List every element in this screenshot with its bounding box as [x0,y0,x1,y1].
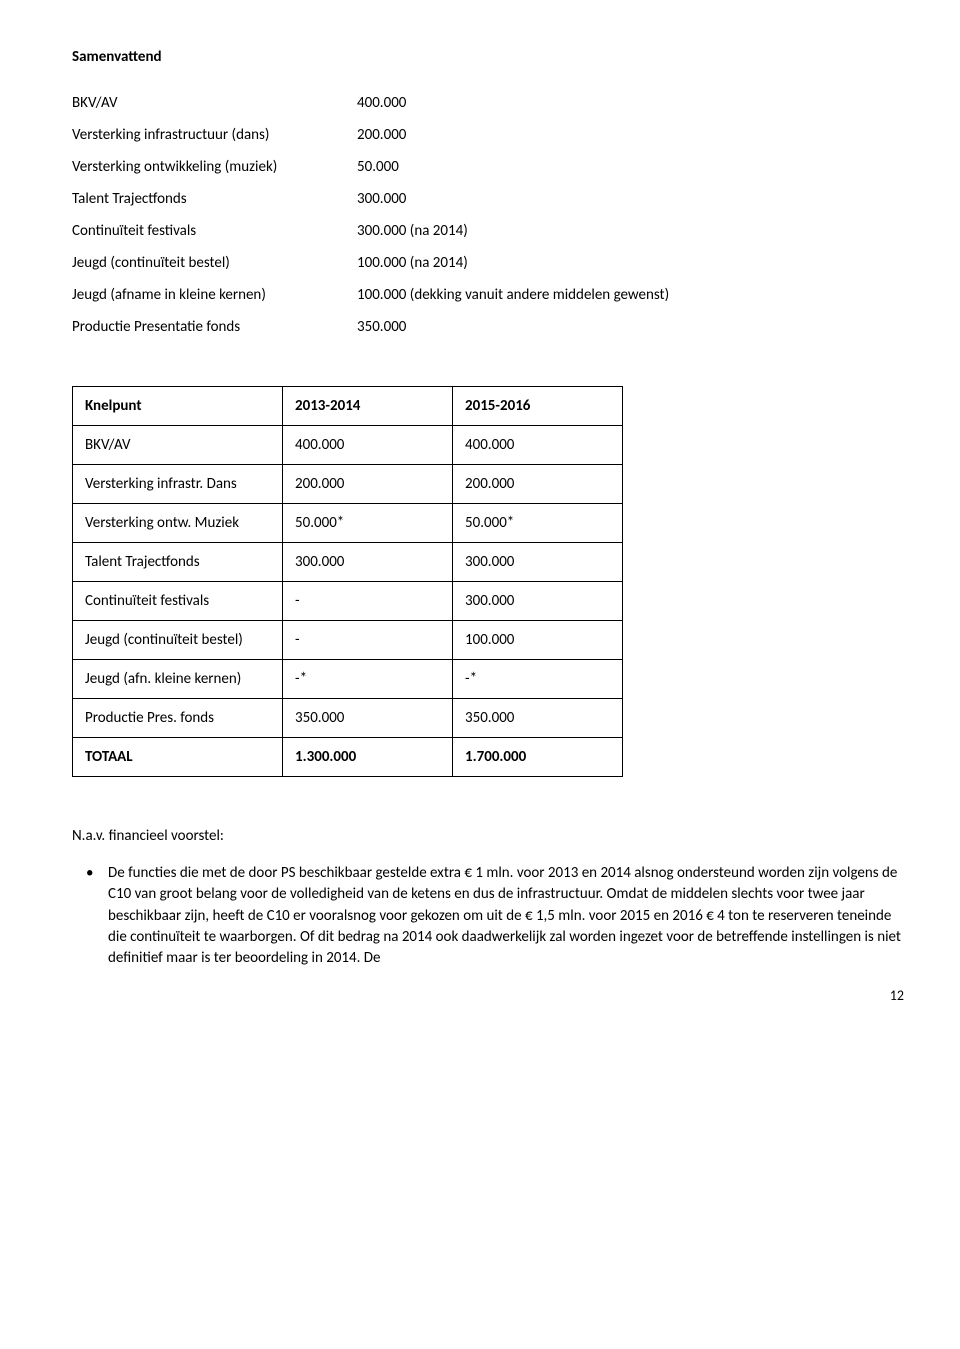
table-total-cell: TOTAAL [73,738,283,777]
table-cell: Talent Trajectfonds [73,543,283,582]
table-cell: Continuïteit festivals [73,582,283,621]
table-total-row: TOTAAL1.300.0001.700.000 [73,738,623,777]
table-cell: - [283,621,453,660]
table-cell: Versterking infrastr. Dans [73,465,283,504]
section-heading: Samenvattend [72,48,904,66]
table-cell: 400.000 [453,426,623,465]
summary-value: 200.000 [357,126,904,144]
table-row: Continuïteit festivals-300.000 [73,582,623,621]
table-cell: 100.000 [453,621,623,660]
summary-label: BKV/AV [72,94,357,112]
table-row: Versterking ontw. Muziek50.000*50.000* [73,504,623,543]
summary-value: 100.000 (na 2014) [357,254,904,272]
table-header: 2015-2016 [453,387,623,426]
knelpunt-table: Knelpunt 2013-2014 2015-2016 BKV/AV400.0… [72,386,623,777]
summary-list: BKV/AV400.000Versterking infrastructuur … [72,94,904,336]
summary-label: Jeugd (afname in kleine kernen) [72,286,357,304]
table-row: Talent Trajectfonds300.000300.000 [73,543,623,582]
summary-label: Jeugd (continuïteit bestel) [72,254,357,272]
table-cell: -* [283,660,453,699]
table-cell: Jeugd (continuïteit bestel) [73,621,283,660]
summary-label: Versterking infrastructuur (dans) [72,126,357,144]
table-cell: Productie Pres. fonds [73,699,283,738]
table-cell: 50.000* [283,504,453,543]
summary-label: Talent Trajectfonds [72,190,357,208]
summary-value: 300.000 (na 2014) [357,222,904,240]
table-cell: 200.000 [283,465,453,504]
table-cell: 200.000 [453,465,623,504]
summary-value: 300.000 [357,190,904,208]
summary-value: 50.000 [357,158,904,176]
table-cell: 350.000 [283,699,453,738]
bullet-list: De functies die met de door PS beschikba… [72,863,904,969]
table-header: 2013-2014 [283,387,453,426]
table-header: Knelpunt [73,387,283,426]
bullet-item: De functies die met de door PS beschikba… [72,863,904,969]
summary-value: 100.000 (dekking vanuit andere middelen … [357,286,904,304]
table-header-row: Knelpunt 2013-2014 2015-2016 [73,387,623,426]
table-cell: 300.000 [283,543,453,582]
table-cell: 350.000 [453,699,623,738]
table-cell: BKV/AV [73,426,283,465]
table-cell: - [283,582,453,621]
table-cell: 400.000 [283,426,453,465]
table-row: Versterking infrastr. Dans200.000200.000 [73,465,623,504]
table-row: Jeugd (afn. kleine kernen)-*-* [73,660,623,699]
table-row: Productie Pres. fonds350.000350.000 [73,699,623,738]
table-cell: Jeugd (afn. kleine kernen) [73,660,283,699]
summary-value: 350.000 [357,318,904,336]
table-cell: Versterking ontw. Muziek [73,504,283,543]
table-total-cell: 1.300.000 [283,738,453,777]
table-cell: -* [453,660,623,699]
table-cell: 300.000 [453,543,623,582]
table-cell: 50.000* [453,504,623,543]
page-number: 12 [72,987,904,1004]
table-cell: 300.000 [453,582,623,621]
table-total-cell: 1.700.000 [453,738,623,777]
table-row: Jeugd (continuïteit bestel)-100.000 [73,621,623,660]
footnote-label: N.a.v. financieel voorstel: [72,827,904,845]
summary-label: Versterking ontwikkeling (muziek) [72,158,357,176]
summary-label: Continuïteit festivals [72,222,357,240]
summary-label: Productie Presentatie fonds [72,318,357,336]
table-row: BKV/AV400.000400.000 [73,426,623,465]
summary-value: 400.000 [357,94,904,112]
